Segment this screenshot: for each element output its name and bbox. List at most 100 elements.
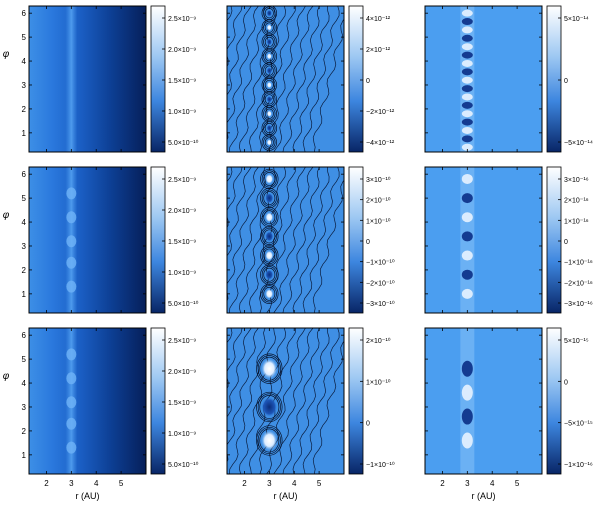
- contour-line: [249, 167, 286, 313]
- vortex: [266, 53, 272, 60]
- contour-line: [239, 6, 276, 152]
- vortex-contour: [256, 391, 283, 423]
- y-axis-label: φ: [3, 210, 10, 221]
- panel-right-row-0: 5×10⁻¹⁴ 0 −5×10⁻¹⁴: [424, 5, 593, 153]
- panel-left-row-0: 1 2 3 4 5 6 φ 2.5×10⁻⁹ 2.0×10⁻⁹ 1.5×10⁻⁹ 1.0×10⁻⁹ 5…: [3, 5, 199, 153]
- vortex-contour: [264, 65, 274, 76]
- contour-line: [227, 6, 243, 68]
- colorbar-tick-label: −1×10⁻¹⁰: [366, 259, 395, 267]
- perturbation-cell: [461, 118, 473, 126]
- contour-line: [227, 328, 243, 390]
- perturbation-cell: [461, 43, 473, 51]
- colorbar: [150, 327, 166, 475]
- contour-line: [302, 328, 340, 474]
- colorbar-tick-label: 0: [366, 78, 370, 85]
- vortex-contour: [261, 170, 277, 188]
- contour-line: [227, 167, 252, 257]
- perturbation-cell: [461, 34, 473, 42]
- vortex: [265, 173, 274, 184]
- vortex: [266, 9, 272, 17]
- vortex-contour: [263, 172, 276, 186]
- heatmap-background: [425, 328, 542, 474]
- vortex-contour: [264, 122, 274, 134]
- colorbar-tick-label: −3×10⁻¹⁶: [564, 301, 593, 308]
- perturbation-cell: [461, 110, 473, 118]
- x-tick-label: 5: [119, 479, 124, 488]
- vortex-contour: [261, 285, 277, 303]
- vortex-contour: [261, 208, 277, 226]
- colorbar-tick-label: 1×10⁻¹⁶: [564, 218, 589, 225]
- vortex-contour: [259, 428, 280, 453]
- vortex-contour: [257, 355, 281, 383]
- colorbar-tick-label: 5×10⁻¹⁵: [564, 338, 589, 345]
- colorbar-tick-label: −5×10⁻¹⁴: [564, 140, 593, 147]
- colorbar-tick-label: −2×10⁻¹⁶: [564, 280, 593, 287]
- vortex: [265, 250, 274, 261]
- y-tick-label: 4: [22, 379, 27, 388]
- y-tick-label: 5: [22, 194, 27, 203]
- colorbar-tick-label: 1.0×10⁻⁹: [168, 109, 196, 116]
- contour-line: [227, 167, 259, 302]
- colorbar-tick-label: 0: [564, 78, 568, 85]
- colorbar-tick-label: 2×10⁻¹⁶: [564, 198, 589, 205]
- y-axis-label: φ: [3, 371, 10, 382]
- vortex: [266, 110, 272, 117]
- panel-frame: [28, 166, 147, 314]
- contour-line: [292, 6, 330, 152]
- perturbation-cell: [461, 93, 473, 101]
- vortex-contour: [264, 22, 274, 33]
- vortex: [265, 288, 274, 299]
- vortex-contour: [261, 227, 277, 245]
- x-axis-label: r (AU): [472, 491, 496, 501]
- panel-right-row-1: 3×10⁻¹⁶ 2×10⁻¹⁶ 1×10⁻¹⁶ 0 −1×10⁻¹⁶ −2×10⁻¹⁶ −3…: [424, 166, 593, 314]
- vortex-contour: [257, 393, 281, 421]
- colorbar-tick-label: 2.5×10⁻⁹: [168, 16, 196, 23]
- colorbar-tick-label: −2×10⁻¹⁰: [366, 279, 395, 287]
- perturbation-cell: [461, 68, 473, 76]
- colorbar-tick-label: 2.0×10⁻⁹: [168, 369, 196, 376]
- y-tick-label: 5: [22, 33, 27, 42]
- colorbar-tick-label: −1×10⁻¹⁶: [564, 462, 593, 469]
- colorbar: [150, 5, 166, 153]
- panel-frame: [28, 327, 147, 475]
- perturbation-cell: [461, 384, 473, 401]
- perturbation-cell: [461, 101, 473, 109]
- colorbar: [348, 166, 364, 314]
- x-tick-label: 4: [292, 479, 297, 488]
- panel-middle-row-2: 2 3 4 5 r (AU) 2×10⁻¹⁰ 1×10⁻¹⁰ 0 −1×10⁻¹⁰: [226, 327, 395, 501]
- vortex-contour: [260, 226, 279, 247]
- y-tick-label: 2: [22, 266, 27, 275]
- perturbation-cell: [461, 212, 473, 223]
- vortex-blob: [66, 372, 77, 385]
- y-tick-label: 2: [22, 105, 27, 114]
- vortex-contour: [264, 51, 274, 62]
- vortex-blob: [66, 441, 77, 454]
- x-tick-label: 4: [490, 479, 495, 488]
- perturbation-cell: [461, 143, 473, 151]
- vortex-contour: [264, 36, 274, 48]
- vortex-blob: [66, 348, 77, 361]
- vortex-contour: [256, 425, 283, 456]
- contour-line: [282, 6, 320, 152]
- colorbar-tick-label: 5×10⁻¹⁴: [564, 16, 589, 23]
- colorbar-tick-label: 1.5×10⁻⁹: [168, 400, 196, 407]
- contour-line: [282, 167, 320, 313]
- colorbar: [348, 327, 364, 475]
- colorbar-tick-label: 2×10⁻¹⁰: [366, 337, 391, 345]
- vortex: [265, 212, 274, 223]
- heatmap-background: [29, 167, 146, 313]
- contour-line: [259, 6, 296, 152]
- panel-right-row-2: 2 3 4 5 r (AU) 5×10⁻¹⁵ 0 −5×10⁻¹⁵ −1×10⁻¹⁶: [424, 327, 593, 501]
- vortex: [266, 81, 272, 89]
- panel-frame: [424, 327, 543, 475]
- vortex-blob: [66, 256, 77, 269]
- colorbar-tick-label: 2×10⁻¹⁰: [366, 197, 391, 205]
- vortex: [266, 96, 272, 103]
- colorbar-tick-label: 2.5×10⁻⁹: [168, 338, 196, 345]
- contour-line: [302, 6, 340, 152]
- perturbation-cell: [461, 173, 473, 184]
- perturbation-cell: [461, 18, 473, 26]
- colorbar-tick-label: 1.5×10⁻⁹: [168, 239, 196, 246]
- colorbar-tick-label: 5.0×10⁻¹⁰: [168, 139, 199, 147]
